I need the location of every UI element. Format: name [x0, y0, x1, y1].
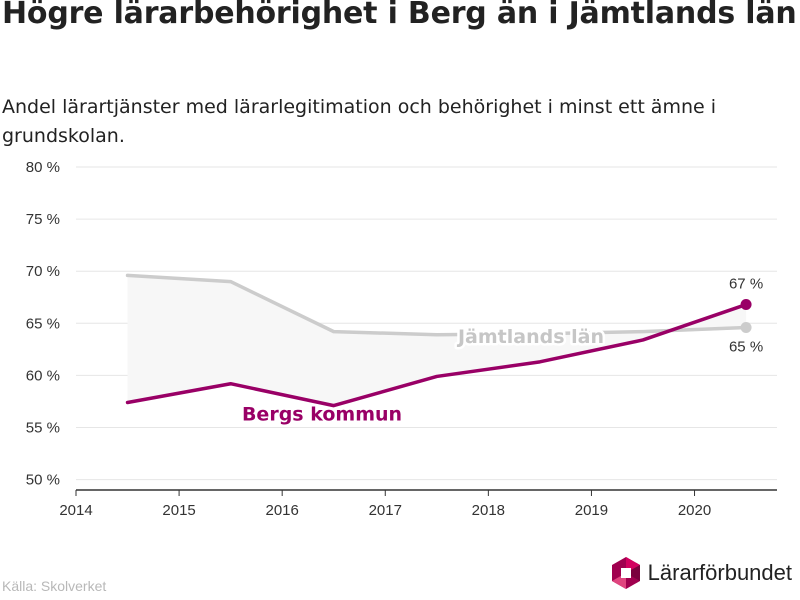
- chart-title: Högre lärarbehörighet i Berg än i Jämtla…: [2, 0, 797, 31]
- y-tick-label: 70 %: [26, 263, 60, 280]
- y-tick-label: 75 %: [26, 211, 60, 228]
- y-axis-ticks: 50 % 55 % 60 % 65 % 70 % 75 % 80 %: [26, 159, 60, 489]
- chart-subtitle: Andel lärartjänster med lärarlegitimatio…: [2, 96, 717, 147]
- series-label-jamtlands-lan: Jämtlands län: [456, 326, 604, 348]
- data-label-bergs-kommun: 67 %: [729, 276, 763, 293]
- x-tick-label: 2016: [265, 502, 298, 519]
- x-tick-label: 2019: [575, 502, 608, 519]
- series-labels: Jämtlands län Bergs kommun 67 % 65 %: [239, 276, 763, 429]
- brand-logo: Lärarförbundet: [610, 556, 792, 590]
- x-tick-label: 2017: [369, 502, 402, 519]
- y-tick-label: 65 %: [26, 315, 60, 332]
- x-tick-label: 2020: [678, 502, 711, 519]
- y-tick-label: 50 %: [26, 472, 60, 489]
- source-note: Källa: Skolverket: [2, 578, 107, 594]
- hexagon-logo-icon: [611, 557, 640, 589]
- series-line-bergs-kommun: [125, 302, 748, 408]
- y-tick-label: 80 %: [26, 159, 60, 176]
- x-tick-label: 2015: [162, 502, 195, 519]
- end-marker-jamtlands-lan: [740, 321, 752, 333]
- brand-name: Lärarförbundet: [647, 560, 792, 585]
- data-label-jamtlands-lan: 65 %: [729, 338, 763, 355]
- x-tick-label: 2014: [59, 502, 92, 519]
- series-line-jamtlands-lan: [125, 273, 748, 337]
- y-tick-label: 55 %: [26, 419, 60, 436]
- end-marker-bergs-kommun: [740, 299, 752, 311]
- series-label-bergs-kommun: Bergs kommun: [242, 404, 402, 426]
- x-tick-label: 2018: [472, 502, 505, 519]
- x-axis: 2014 2015 2016 2017 2018 2019 2020: [59, 489, 777, 519]
- y-tick-label: 60 %: [26, 367, 60, 384]
- series-lines: [125, 273, 752, 408]
